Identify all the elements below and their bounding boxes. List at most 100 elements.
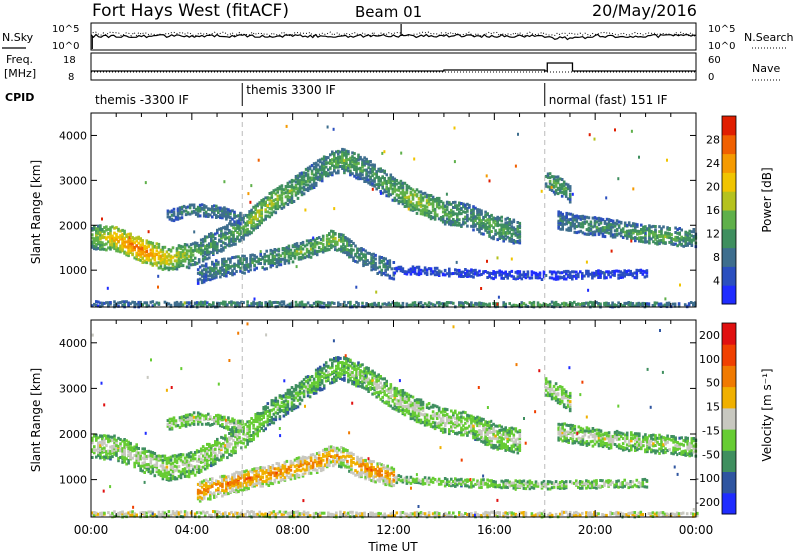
range-cell [210, 250, 213, 254]
range-cell [151, 453, 155, 457]
range-cell [260, 417, 263, 421]
range-cell [290, 194, 294, 198]
range-cell [248, 437, 251, 441]
range-cell [579, 222, 583, 226]
range-cell [141, 256, 144, 260]
range-cell [556, 186, 560, 190]
range-cell [356, 255, 359, 259]
range-cell [407, 197, 411, 201]
range-cell [431, 205, 435, 209]
range-cell [290, 183, 294, 187]
range-cell [365, 161, 368, 165]
range-cell [137, 459, 140, 463]
range-cell [244, 224, 247, 228]
range-cell [599, 304, 602, 308]
range-cell [614, 128, 616, 132]
range-cell [97, 441, 100, 445]
range-cell [607, 304, 610, 308]
range-cell [159, 254, 163, 258]
range-cell [641, 303, 645, 307]
range-cell [516, 275, 520, 279]
range-cell [314, 381, 318, 385]
range-cell [204, 272, 208, 276]
range-cell [374, 253, 377, 257]
range-cell [589, 227, 593, 231]
range-cell [363, 156, 366, 160]
range-cell [285, 249, 289, 253]
range-cell [141, 242, 144, 246]
range-cell [333, 369, 336, 373]
range-cell [295, 247, 299, 251]
range-cell [617, 220, 621, 224]
range-cell [264, 216, 267, 220]
range-cell [569, 217, 573, 221]
range-cell [332, 238, 335, 242]
range-cell [93, 225, 96, 228]
range-cell [382, 256, 385, 260]
range-cell [201, 237, 205, 241]
range-cell [411, 195, 415, 199]
range-cell [401, 202, 405, 206]
range-cell [266, 414, 270, 418]
range-cell [264, 303, 267, 307]
range-cell [462, 202, 465, 206]
range-cell [593, 137, 596, 141]
range-cell [277, 258, 281, 262]
range-cell [210, 457, 213, 461]
range-cell [129, 249, 132, 253]
range-cell [497, 295, 500, 299]
range-cell [258, 429, 261, 433]
range-cell [221, 209, 224, 213]
range-cell [181, 303, 185, 307]
range-cell [303, 244, 307, 248]
range-cell [634, 229, 637, 232]
range-cell [361, 161, 364, 164]
range-cell [97, 224, 100, 228]
range-cell [308, 390, 312, 394]
range-cell [334, 240, 337, 244]
range-cell [332, 239, 335, 243]
range-cell [674, 235, 677, 239]
range-cell [218, 249, 221, 253]
range-cell [294, 300, 298, 304]
range-cell [147, 467, 151, 470]
range-cell [407, 195, 411, 199]
range-cell [524, 273, 528, 277]
range-cell [448, 215, 451, 219]
range-cell [581, 217, 585, 221]
range-cell [372, 252, 375, 256]
range-cell [274, 202, 278, 206]
range-cell [603, 230, 607, 234]
range-cell [155, 470, 159, 474]
range-cell [425, 193, 429, 197]
range-cell [393, 179, 397, 183]
range-cell [293, 255, 297, 259]
range-cell [480, 301, 483, 305]
range-cell [198, 271, 202, 275]
range-cell [167, 470, 171, 474]
range-cell [379, 390, 382, 394]
range-cell [458, 203, 461, 207]
range-cell [117, 444, 120, 448]
range-cell [644, 228, 647, 232]
range-cell [599, 219, 603, 222]
range-cell [101, 436, 104, 440]
range-cell [407, 207, 410, 211]
range-cell [413, 304, 417, 307]
range-cell [167, 266, 171, 270]
range-cell [115, 232, 118, 236]
range-cell [571, 221, 575, 225]
range-cell [284, 412, 288, 416]
range-cell [123, 250, 126, 254]
range-cell [259, 262, 262, 265]
range-cell [256, 217, 259, 221]
range-cell [607, 226, 611, 230]
range-cell [318, 368, 322, 371]
range-cell [476, 208, 479, 212]
range-cell [274, 211, 278, 215]
range-cell [220, 227, 223, 231]
range-cell [147, 255, 151, 259]
range-cell [375, 387, 378, 391]
range-cell [498, 273, 501, 277]
range-cell [385, 382, 388, 386]
